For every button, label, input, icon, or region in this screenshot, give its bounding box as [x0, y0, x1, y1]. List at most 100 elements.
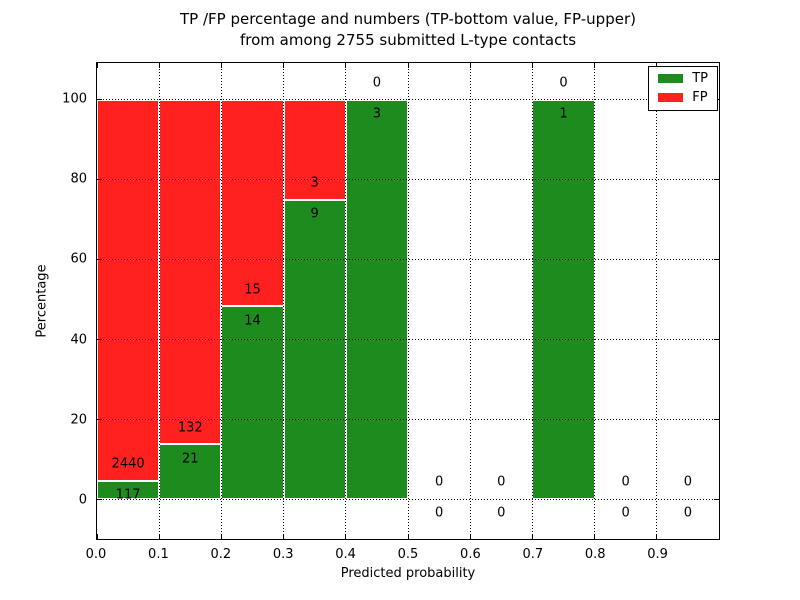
tp-count-label: 117 [115, 487, 141, 503]
fp-color-swatch [658, 93, 684, 102]
x-tick-labels: 0.0 0.1 0.2 0.3 0.4 0.5 0.6 0.7 0.8 0.9 [86, 547, 720, 563]
y-gridline [97, 338, 719, 340]
legend: TP FP [648, 66, 718, 111]
fp-count-label: 0 [434, 474, 444, 490]
fp-bar-segment [97, 99, 160, 481]
tp-bar-segment [221, 306, 284, 500]
x-tick-mark [96, 534, 98, 539]
x-tick-mark [220, 534, 222, 539]
x-tick-mark [469, 534, 471, 539]
y-gridline [97, 418, 719, 420]
y-tick-mark [97, 498, 102, 500]
y-tick-label: 0 [78, 492, 87, 508]
y-gridline [97, 498, 719, 500]
legend-item-tp: TP [658, 72, 708, 85]
tp-count-label: 21 [182, 451, 199, 467]
x-gridline [220, 63, 222, 539]
tp-count-label: 14 [244, 313, 261, 329]
x-tick-label: 0.8 [584, 547, 606, 562]
fp-count-label: 3 [310, 175, 319, 191]
x-gridline [345, 63, 347, 539]
x-gridline [407, 63, 409, 539]
fp-bar-segment [283, 99, 346, 200]
fp-count-label: 0 [372, 75, 382, 91]
y-tick-mark [97, 99, 102, 101]
tp-bar-segment [97, 480, 160, 500]
fp-count-label: 0 [497, 474, 506, 490]
x-tick-mark [531, 63, 533, 68]
chart-title-line2: from among 2755 submitted L-type contact… [239, 31, 577, 49]
x-tick-mark [594, 63, 596, 68]
x-tick-mark [345, 63, 347, 68]
y-gridline [97, 179, 719, 181]
x-tick-mark [96, 63, 98, 68]
x-gridline [656, 63, 658, 539]
y-gridline [97, 99, 719, 101]
x-tick-mark [531, 534, 533, 539]
y-tick-mark [714, 338, 719, 340]
y-axis-label: Percentage [34, 264, 50, 338]
tp-count-label: 9 [310, 206, 319, 222]
y-tick-label: 80 [70, 171, 87, 187]
legend-label-tp: TP [692, 71, 708, 86]
x-tick-mark [469, 63, 471, 68]
tp-count-label: 3 [372, 106, 382, 122]
y-tick-mark [97, 418, 102, 420]
x-tick-label: 0.9 [647, 547, 668, 562]
fp-count-label: 0 [559, 75, 568, 91]
tp-count-label: 0 [434, 505, 444, 521]
fp-bar-segment [221, 99, 284, 307]
x-gridline [594, 63, 596, 539]
x-tick-label: 0.7 [522, 547, 544, 562]
x-tick-label: 0.1 [148, 547, 169, 562]
x-tick-label: 0.5 [397, 547, 419, 562]
chart-title: TP /FP percentage and numbers (TP-bottom… [96, 9, 720, 51]
y-tick-mark [714, 418, 719, 420]
fp-bar-segment [159, 99, 222, 445]
x-tick-mark [283, 63, 285, 68]
fp-count-label: 132 [177, 420, 203, 435]
tp-count-label: 1 [559, 106, 568, 122]
x-tick-mark [220, 63, 222, 68]
tp-bar-segment [283, 199, 346, 500]
x-axis-label: Predicted probability [340, 566, 476, 581]
x-tick-mark [283, 534, 285, 539]
y-tick-mark [714, 179, 719, 181]
x-tick-label: 0.6 [460, 547, 481, 562]
x-tick-label: 0.3 [272, 547, 294, 562]
y-gridline [97, 258, 719, 260]
x-tick-mark [158, 534, 160, 539]
fp-count-label: 0 [621, 474, 630, 490]
legend-label-fp: FP [692, 90, 708, 105]
x-tick-mark [656, 63, 658, 68]
x-gridline [531, 63, 533, 539]
y-tick-mark [97, 179, 102, 181]
tp-count-label: 0 [683, 505, 693, 521]
x-tick-mark [158, 63, 160, 68]
fp-count-label: 15 [244, 282, 261, 298]
tp-count-label: 0 [497, 505, 506, 521]
y-tick-label: 40 [70, 332, 87, 347]
x-tick-mark [345, 534, 347, 539]
x-tick-label: 0.2 [210, 547, 232, 562]
x-gridline [158, 63, 160, 539]
y-tick-mark [714, 498, 719, 500]
x-tick-label: 0.0 [85, 547, 107, 562]
tp-bar-segment [345, 99, 408, 500]
x-gridline [283, 63, 285, 539]
y-tick-label: 60 [70, 251, 87, 267]
y-tick-mark [714, 258, 719, 260]
legend-item-fp: FP [658, 91, 708, 104]
tp-bar-segment [532, 99, 595, 500]
tp-bar-segment [159, 444, 222, 500]
x-tick-mark [407, 534, 409, 539]
tp-count-label: 0 [621, 505, 630, 521]
x-gridline [469, 63, 471, 539]
y-tick-label: 20 [70, 412, 87, 428]
tp-color-swatch [658, 74, 684, 83]
x-tick-mark [407, 63, 409, 68]
fp-count-label: 0 [683, 474, 693, 490]
y-tick-label: 100 [62, 91, 87, 107]
x-tick-mark [594, 534, 596, 539]
